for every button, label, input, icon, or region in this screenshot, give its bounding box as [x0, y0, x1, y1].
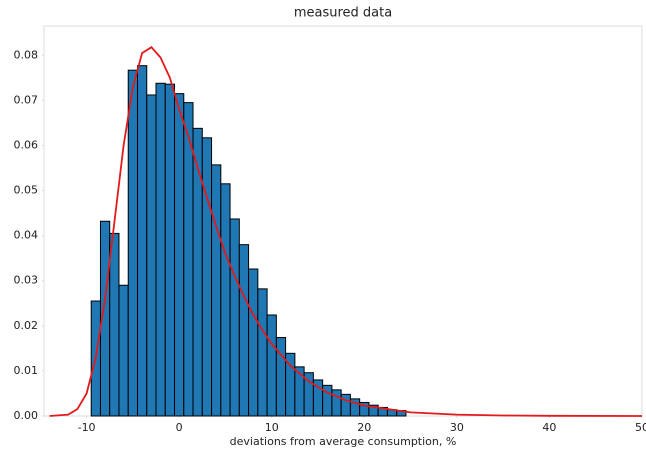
- y-tick-label: 0.04: [14, 229, 39, 242]
- fit-curve: [49, 46, 643, 417]
- bar: [331, 389, 342, 417]
- bar: [248, 268, 259, 417]
- bar: [118, 284, 129, 417]
- bar: [174, 93, 185, 417]
- bar: [266, 314, 277, 417]
- bar: [201, 137, 213, 417]
- x-tick-label: 0: [176, 421, 183, 434]
- chart-title: measured data: [294, 6, 392, 21]
- bar: [155, 82, 166, 417]
- bar: [164, 83, 176, 417]
- x-tick-label: 10: [265, 421, 279, 434]
- bar: [220, 183, 231, 417]
- x-axis-label: deviations from average consumption, %: [230, 435, 457, 448]
- x-tick-label: 50: [635, 421, 646, 434]
- y-tick-label: 0.07: [14, 93, 39, 106]
- bar: [146, 94, 157, 417]
- y-tick-label: 0.02: [14, 319, 39, 332]
- bar: [192, 127, 203, 417]
- y-tick-label: 0.06: [14, 138, 39, 151]
- y-tick-label: 0.00: [14, 409, 39, 422]
- bar: [136, 65, 148, 417]
- bar: [238, 244, 250, 417]
- y-tick-label: 0.05: [14, 184, 39, 197]
- bar: [275, 337, 287, 417]
- bar: [229, 218, 240, 417]
- x-tick-label: -10: [78, 421, 96, 434]
- x-tick-label: 20: [357, 421, 371, 434]
- bar: [211, 164, 222, 417]
- bar: [257, 288, 268, 417]
- bar: [109, 232, 120, 417]
- x-tick-label: 40: [542, 421, 556, 434]
- y-tick-label: 0.01: [14, 364, 39, 377]
- bar: [127, 69, 138, 417]
- y-tick-label: 0.08: [14, 48, 39, 61]
- x-tick-label: 30: [450, 421, 464, 434]
- bar: [340, 393, 351, 417]
- y-tick-label: 0.03: [14, 274, 39, 287]
